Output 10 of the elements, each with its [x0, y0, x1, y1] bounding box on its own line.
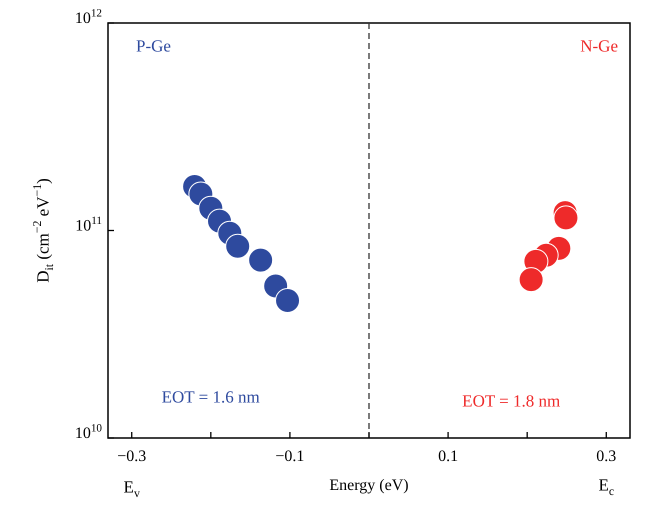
x-axis-title: Energy (eV) [329, 477, 409, 494]
x-tick-label: −0.3 [117, 448, 146, 466]
x-tick-label: 0.3 [596, 448, 616, 466]
annotation: P-Ge [136, 36, 171, 56]
x-tick-label: 0.1 [438, 448, 458, 466]
y-axis-title: Dit (cm−2 eV−1) [30, 178, 56, 283]
annotation: N-Ge [580, 36, 618, 56]
annotation: EOT = 1.6 nm [162, 387, 260, 406]
annotation: EOT = 1.8 nm [462, 391, 560, 410]
x-tick-label: −0.1 [275, 448, 304, 466]
